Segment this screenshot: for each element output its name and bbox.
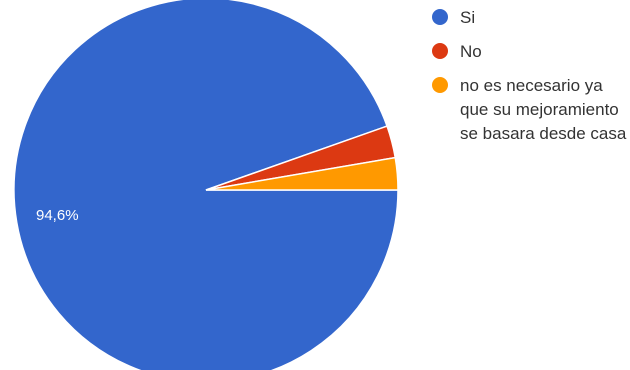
slice-label-0: 94,6% [36,207,79,224]
legend-item-0: Si [432,6,628,30]
legend-swatch-icon [432,9,448,25]
legend-item-2: no es necesario ya que su mejoramiento s… [432,74,628,146]
pie-slices [13,0,399,370]
legend-item-1: No [432,40,628,64]
pie-slice-2 [205,156,399,191]
legend-swatch-icon [432,77,448,93]
legend: Si No no es necesario ya que su mejoramien… [432,6,628,156]
pie-slice-0 [13,0,399,370]
pie-slice-labels: 94,6% [36,207,79,224]
legend-label: Si [460,8,476,27]
legend-label: no es necesario ya que su mejoramiento s… [460,76,627,143]
legend-label: No [460,42,482,61]
legend-swatch-icon [432,43,448,59]
